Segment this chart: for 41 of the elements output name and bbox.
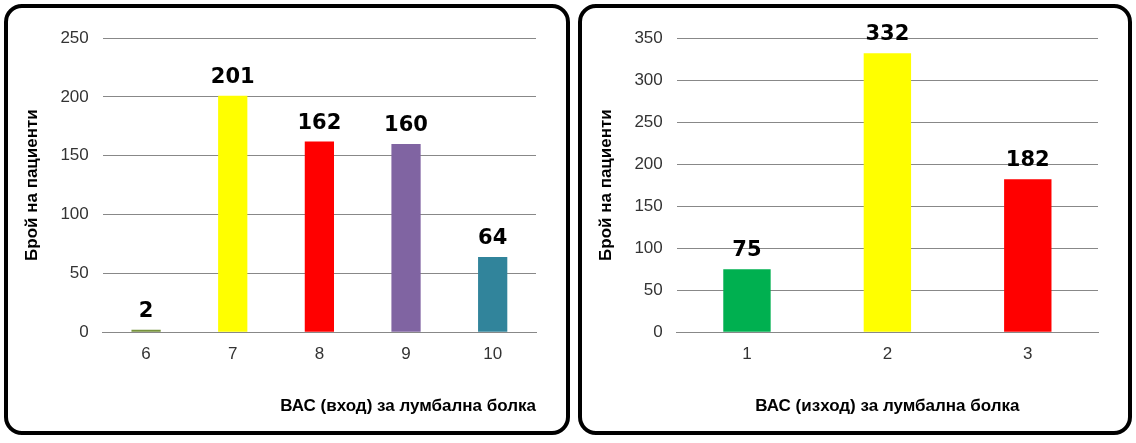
y-tick-label: 50 xyxy=(643,279,663,299)
y-tick-label: 300 xyxy=(634,69,663,89)
x-axis-title: ВАС (изход) за лумбална болка xyxy=(755,396,1021,416)
y-tick-label: 250 xyxy=(60,27,89,47)
x-tick-label: 3 xyxy=(1023,344,1033,364)
bar xyxy=(304,141,334,332)
y-tick-label: 0 xyxy=(653,321,663,341)
x-tick-label: 8 xyxy=(314,344,325,364)
y-tick-label: 200 xyxy=(634,153,663,173)
y-tick-label: 150 xyxy=(60,145,89,165)
bar xyxy=(863,53,912,332)
y-tick-label: 200 xyxy=(60,86,89,106)
y-tick-label: 100 xyxy=(60,204,89,224)
y-tick-label: 0 xyxy=(79,321,89,341)
x-axis-title: ВАС (вход) за лумбална болка xyxy=(280,396,537,416)
data-label: 160 xyxy=(384,111,428,136)
x-tick-label: 2 xyxy=(882,344,893,364)
data-label: 2 xyxy=(138,297,154,322)
y-tick-label: 150 xyxy=(634,195,663,215)
bar xyxy=(478,256,508,332)
y-axis-title: Брой на пациенти xyxy=(595,109,615,261)
x-tick-label: 6 xyxy=(141,344,151,364)
y-tick-label: 50 xyxy=(69,263,89,283)
data-label: 75 xyxy=(732,237,762,262)
y-axis-title: Брой на пациенти xyxy=(21,109,41,261)
data-label: 182 xyxy=(1005,147,1050,172)
x-tick-label: 1 xyxy=(742,344,752,364)
bar xyxy=(391,143,421,332)
data-label: 332 xyxy=(865,21,910,46)
x-tick-label: 9 xyxy=(401,344,411,364)
y-tick-label: 350 xyxy=(634,27,663,47)
x-tick-label: 7 xyxy=(228,344,238,364)
bar xyxy=(1004,179,1052,332)
data-label: 162 xyxy=(297,109,342,134)
data-label: 64 xyxy=(478,224,508,249)
x-tick-label: 10 xyxy=(483,344,503,364)
bar xyxy=(218,95,248,332)
y-tick-label: 100 xyxy=(634,237,663,257)
y-tick-label: 250 xyxy=(634,111,663,131)
bar xyxy=(723,269,771,332)
data-label: 201 xyxy=(210,63,255,88)
